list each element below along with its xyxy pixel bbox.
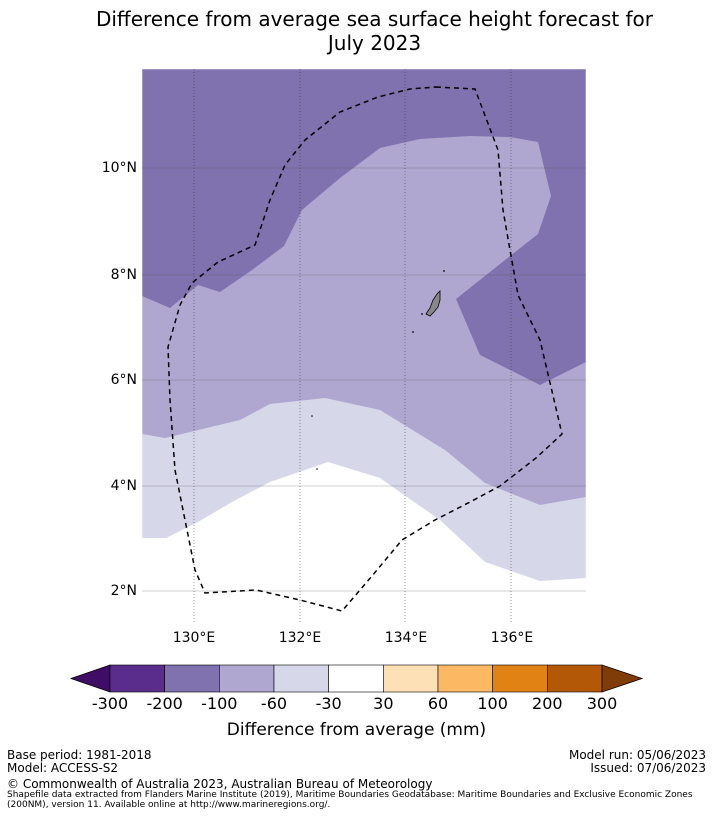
colorbar-segment (383, 664, 439, 693)
colorbar-segment (109, 664, 165, 693)
latitude-gridlines (142, 167, 586, 592)
colorbar-label: Difference from average (mm) (226, 720, 487, 740)
shapefile-credit-line2: (200NM), version 11. Available online at… (7, 800, 331, 810)
colorbar-segment (492, 664, 548, 693)
colorbar-segment (437, 664, 493, 693)
lon-label-134e: 134°E (384, 630, 428, 646)
colorbar-extend-low (69, 664, 111, 693)
colorbar-tick-label: -200 (146, 694, 183, 713)
colorbar-segment (273, 664, 329, 693)
colorbar (69, 664, 644, 693)
lon-label-132e: 132°E (278, 630, 322, 646)
shapefile-credit-line1: Shapefile data extracted from Flanders M… (7, 790, 693, 800)
lat-label-8n: 8°N (110, 267, 137, 283)
base-period: Base period: 1981-2018 (7, 748, 152, 762)
lat-label-2n: 2°N (110, 583, 137, 599)
lon-label-136e: 136°E (490, 630, 534, 646)
model-run: Model run: 05/06/2023 (568, 748, 706, 762)
colorbar-tick-label: 300 (586, 694, 618, 713)
colorbar-segment (328, 664, 384, 693)
chart-title-line1: Difference from average sea surface heig… (95, 7, 654, 31)
colorbar-tick-label: 200 (532, 694, 563, 713)
colorbar-extend-high (601, 664, 644, 693)
lat-label-10n: 10°N (101, 160, 137, 176)
colorbar-tick-label: -100 (201, 694, 238, 713)
lon-label-130e: 130°E (172, 630, 216, 646)
colorbar-tick-label: 100 (477, 694, 508, 713)
lat-label-4n: 4°N (110, 478, 137, 494)
colorbar-tick-label: -60 (260, 694, 288, 713)
colorbar-tick-label: 60 (427, 694, 449, 713)
colorbar-segment (219, 664, 275, 693)
colorbar-tick-label: -300 (91, 694, 129, 713)
colorbar-tick-label: 30 (373, 694, 394, 713)
colorbar-segment (164, 664, 220, 693)
region-below-minus-100 (142, 69, 586, 385)
issued-date: Issued: 07/06/2023 (590, 761, 706, 775)
eez-boundary (167, 86, 563, 612)
chart-title-line2: July 2023 (327, 31, 422, 55)
colorbar-segment (547, 664, 603, 693)
model-name: Model: ACCESS-S2 (7, 761, 119, 775)
copyright: © Commonwealth of Australia 2023, Austra… (7, 777, 433, 791)
longitude-gridlines (193, 69, 512, 622)
palau-islands (311, 270, 445, 470)
lat-label-6n: 6°N (110, 372, 137, 388)
colorbar-tick-label: -30 (315, 694, 342, 713)
